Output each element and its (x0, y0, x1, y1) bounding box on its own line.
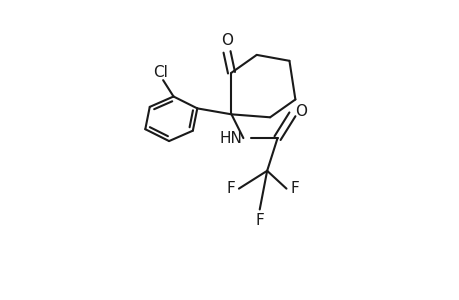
Text: Cl: Cl (152, 65, 167, 80)
Text: F: F (290, 181, 298, 196)
Text: HN: HN (218, 131, 241, 146)
Text: O: O (295, 104, 307, 119)
Text: O: O (220, 32, 233, 47)
Text: F: F (255, 213, 263, 228)
Text: F: F (226, 181, 235, 196)
